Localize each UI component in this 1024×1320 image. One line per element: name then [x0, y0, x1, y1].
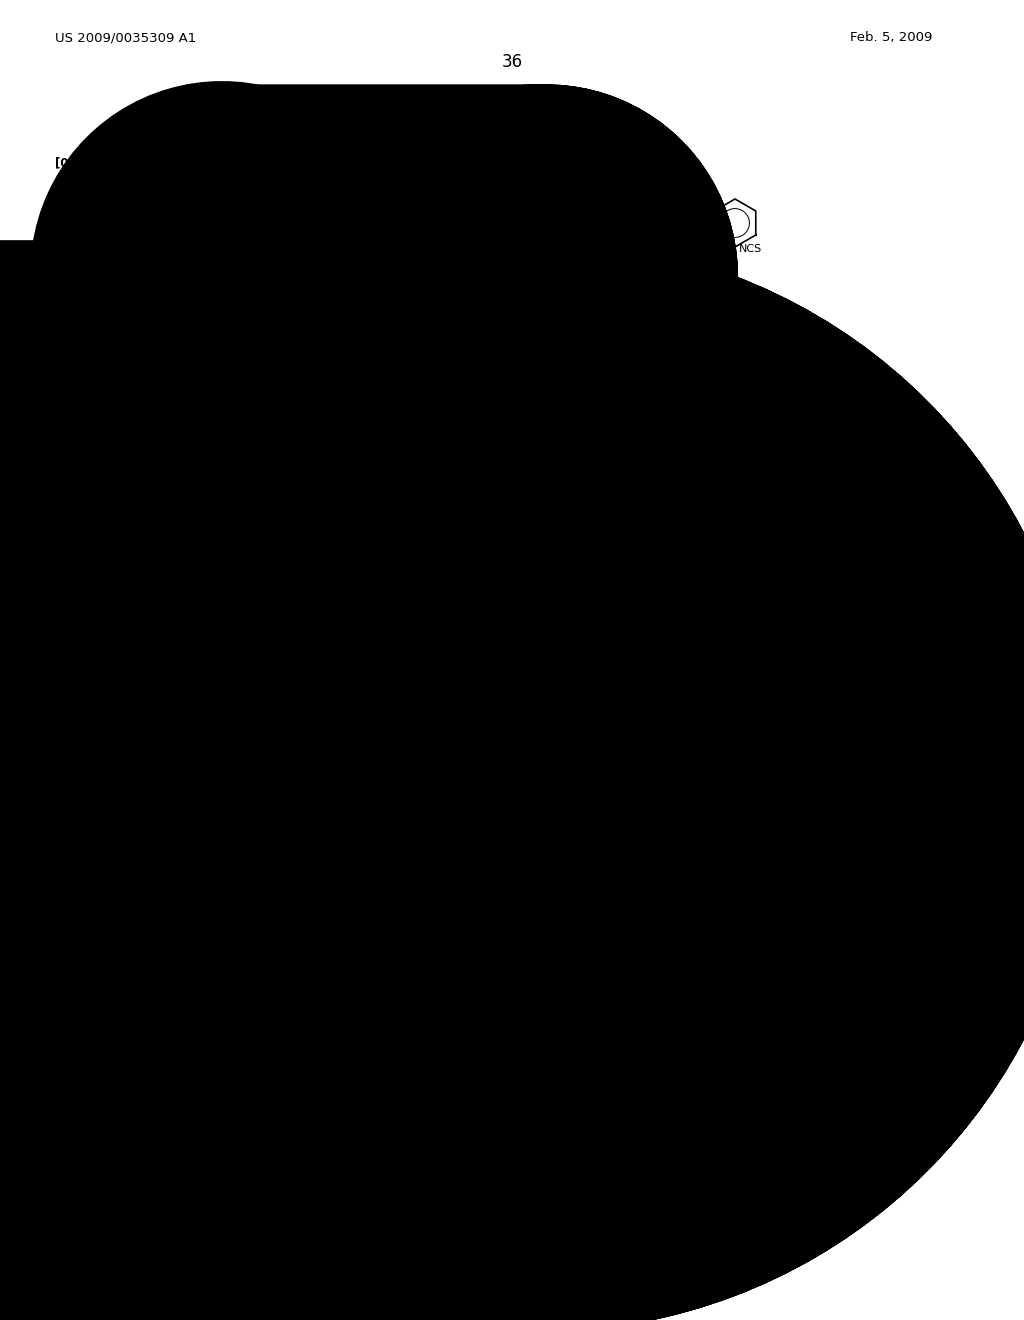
- Text: H: H: [239, 776, 246, 785]
- Text: MeOH/RT: MeOH/RT: [573, 257, 621, 268]
- Text: HN: HN: [250, 960, 266, 969]
- Text: H: H: [86, 783, 94, 793]
- Text: O: O: [408, 463, 417, 473]
- Text: N: N: [199, 293, 207, 304]
- Text: 1.: 1.: [535, 744, 546, 755]
- Text: [0309]: [0309]: [55, 157, 98, 169]
- Text: F: F: [129, 397, 135, 407]
- Text: N: N: [92, 263, 100, 273]
- Text: H: H: [239, 267, 246, 276]
- Text: F: F: [141, 933, 148, 942]
- Text: 2. FeCl₃/MeOH/RT: 2. FeCl₃/MeOH/RT: [552, 795, 642, 805]
- Text: ethyl)phenyl]amino}-1-methyl-1H-benzimidazol-5-: ethyl)phenyl]amino}-1-methyl-1H-benzimid…: [188, 117, 471, 127]
- Text: O: O: [347, 941, 356, 954]
- Text: F: F: [713, 224, 720, 234]
- Text: N: N: [276, 244, 286, 253]
- Text: [0311]: [0311]: [55, 667, 98, 680]
- Text: 36: 36: [502, 53, 522, 71]
- Text: N: N: [254, 470, 262, 480]
- Text: H: H: [410, 945, 417, 954]
- Text: Synthesis of N-[4-({2-[(2,4-difluoro-5-isopropylphe-: Synthesis of N-[4-({2-[(2,4-difluoro-5-i…: [187, 628, 473, 638]
- Text: CH₃: CH₃: [249, 482, 267, 492]
- Text: O: O: [153, 783, 162, 796]
- Text: H₂N: H₂N: [57, 762, 78, 771]
- Text: etamide: etamide: [307, 141, 353, 150]
- Text: N: N: [450, 925, 458, 935]
- Text: N: N: [378, 463, 386, 473]
- Text: F₃C: F₃C: [696, 195, 715, 206]
- Text: Example 40: Example 40: [295, 611, 365, 624]
- Text: N: N: [418, 434, 427, 444]
- Text: N: N: [410, 954, 418, 964]
- Text: H₂N: H₂N: [57, 251, 78, 261]
- Text: F: F: [713, 731, 720, 741]
- Text: NCS: NCS: [739, 244, 762, 253]
- Text: N: N: [372, 965, 380, 975]
- Text: MS: MH⁺=549.1.: MS: MH⁺=549.1.: [105, 1263, 203, 1276]
- Text: N: N: [199, 803, 207, 813]
- Text: Example 39: Example 39: [295, 88, 365, 102]
- Text: yl)oxy]pyridin-2-yl}-2-(4-methylpiperidin-1-yl)ac-: yl)oxy]pyridin-2-yl}-2-(4-methylpiperidi…: [194, 129, 467, 139]
- Text: N: N: [238, 275, 247, 285]
- Text: HN: HN: [217, 463, 233, 473]
- Text: O: O: [267, 784, 276, 795]
- Text: N: N: [92, 774, 100, 783]
- Text: O: O: [267, 275, 276, 284]
- Text: H: H: [86, 273, 94, 282]
- Text: N: N: [301, 929, 309, 939]
- Text: N: N: [285, 961, 293, 972]
- Text: MS: MH⁺=575.0.: MS: MH⁺=575.0.: [105, 583, 203, 597]
- Text: pyridin-2-yl]-2-(4-methylpiperidin-1-yl)acetamide: pyridin-2-yl]-2-(4-methylpiperidin-1-yl)…: [193, 652, 467, 663]
- Text: Feb. 5, 2009: Feb. 5, 2009: [850, 32, 933, 45]
- Text: [0310]: [0310]: [55, 583, 98, 597]
- Text: F₃C: F₃C: [91, 440, 110, 450]
- Text: 1.: 1.: [535, 235, 546, 246]
- Text: F: F: [709, 201, 716, 210]
- Text: MeOH/RT: MeOH/RT: [573, 768, 621, 777]
- Text: O: O: [316, 450, 326, 463]
- Text: F: F: [709, 708, 716, 717]
- Text: O: O: [439, 954, 447, 964]
- Text: O: O: [153, 272, 162, 285]
- Text: N: N: [341, 474, 349, 484]
- Text: N: N: [276, 754, 286, 764]
- Text: 2. FeCl₃/MeOH/RT: 2. FeCl₃/MeOH/RT: [552, 285, 642, 294]
- Text: N: N: [238, 785, 247, 795]
- Text: nyl)amino]-1-methyl-1H-benzimidazol-5-yl}oxy): nyl)amino]-1-methyl-1H-benzimidazol-5-yl…: [197, 640, 464, 649]
- Text: F: F: [183, 875, 189, 884]
- Text: NCS: NCS: [739, 751, 762, 762]
- Text: [0312]: [0312]: [55, 1263, 98, 1276]
- Text: US 2009/0035309 A1: US 2009/0035309 A1: [55, 32, 197, 45]
- Text: Synthesis of N-{4-[(2-{[2,4-difluoro-5-(trifluorom: Synthesis of N-{4-[(2-{[2,4-difluoro-5-(…: [194, 106, 466, 115]
- Text: H: H: [379, 454, 386, 465]
- Text: CH₃: CH₃: [280, 973, 299, 983]
- Text: F: F: [184, 418, 191, 428]
- Text: N: N: [269, 438, 279, 447]
